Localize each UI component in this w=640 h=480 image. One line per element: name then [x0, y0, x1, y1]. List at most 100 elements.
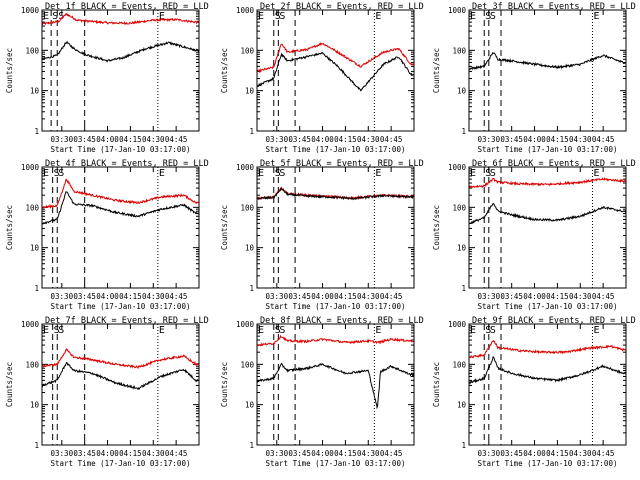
- y-tick-label: 1000: [21, 320, 40, 329]
- events-series-line: [256, 362, 415, 410]
- y-tick-label: 10: [30, 87, 40, 96]
- panel-det-1: Det 1f BLACK = Events, RED = LLD 1 10 100 10…: [5, 2, 209, 154]
- x-tick-label: 03:30: [51, 135, 74, 144]
- y-tick-label: 100: [240, 360, 254, 369]
- x-tick-label: 04:45: [165, 449, 188, 458]
- y-tick-label: 1000: [21, 163, 40, 172]
- plot-frame: [41, 166, 200, 289]
- x-tick-label: 03:30: [266, 135, 289, 144]
- x-tick-label: 03:45: [73, 292, 96, 301]
- x-tick-label: 04:00: [311, 135, 334, 144]
- y-axis-label: Counts/sec: [432, 362, 441, 407]
- y-tick-label: 1: [461, 127, 466, 136]
- y-tick-label: 1: [34, 127, 39, 136]
- x-tick-label: 04:30: [142, 292, 165, 301]
- y-tick-label: 1000: [448, 320, 467, 329]
- x-tick-label: 04:15: [546, 449, 569, 458]
- x-tick-label: 04:00: [96, 292, 119, 301]
- marker-label: E: [593, 11, 599, 22]
- y-tick-label: 1: [461, 284, 466, 293]
- x-tick-label: 04:15: [334, 449, 357, 458]
- x-tick-label: 04:45: [380, 292, 403, 301]
- y-axis-label: Counts/sec: [220, 48, 229, 93]
- marker-label: S: [58, 11, 64, 22]
- y-tick-label: 1: [249, 127, 254, 136]
- x-axis-label: Start Time (17-Jan-10 03:17:00): [478, 459, 618, 468]
- y-tick-label: 10: [30, 401, 40, 410]
- x-tick-label: 03:30: [51, 292, 74, 301]
- x-tick-label: 04:30: [569, 449, 592, 458]
- plot-frame: [256, 166, 415, 289]
- marker-label: S: [485, 168, 491, 179]
- marker-label: E: [43, 168, 49, 179]
- x-axis-label: Start Time (17-Jan-10 03:17:00): [478, 145, 618, 154]
- lld-series-line: [41, 178, 199, 210]
- marker-label: E: [593, 325, 599, 336]
- marker-label: S: [54, 325, 60, 336]
- events-series-line: [41, 361, 200, 391]
- y-axis-label: Counts/sec: [5, 205, 14, 250]
- y-tick-label: 1000: [236, 163, 255, 172]
- marker-label: S: [279, 325, 285, 336]
- x-axis-label: Start Time (17-Jan-10 03:17:00): [51, 302, 191, 311]
- x-tick-label: 03:30: [266, 449, 289, 458]
- marker-label: E: [258, 168, 264, 179]
- marker-label: E: [258, 325, 264, 336]
- x-tick-label: 04:00: [311, 449, 334, 458]
- panel-title: Det 4f BLACK = Events, RED = LLD: [45, 159, 209, 169]
- marker-label: S: [52, 11, 58, 22]
- x-tick-label: 04:00: [523, 449, 546, 458]
- marker-label: S: [279, 11, 285, 22]
- panel-title: Det 1f BLACK = Events, RED = LLD: [45, 2, 209, 12]
- y-tick-label: 10: [245, 244, 255, 253]
- panel-title: Det 2f BLACK = Events, RED = LLD: [260, 2, 424, 12]
- panel-title: Det 7f BLACK = Events, RED = LLD: [45, 316, 209, 326]
- x-tick-label: 03:45: [288, 292, 311, 301]
- x-tick-label: 03:45: [500, 135, 523, 144]
- events-series-line: [468, 202, 627, 225]
- y-tick-label: 1: [34, 284, 39, 293]
- x-axis-label: Start Time (17-Jan-10 03:17:00): [266, 302, 406, 311]
- y-tick-label: 100: [240, 203, 254, 212]
- marker-label: S: [485, 11, 491, 22]
- plot-frame: [468, 9, 627, 132]
- marker-label: E: [258, 11, 264, 22]
- lld-series-line: [41, 13, 200, 26]
- plot-frame: [468, 323, 627, 446]
- panel-det-7: Det 7f BLACK = Events, RED = LLD 1 10 100 10…: [5, 316, 209, 468]
- x-tick-label: 04:45: [380, 135, 403, 144]
- y-tick-label: 1000: [236, 6, 255, 15]
- y-tick-label: 10: [457, 244, 467, 253]
- y-tick-label: 10: [457, 87, 467, 96]
- x-tick-label: 03:45: [73, 135, 96, 144]
- marker-label: E: [593, 168, 599, 179]
- y-tick-label: 10: [245, 87, 255, 96]
- events-series-line: [256, 51, 414, 92]
- events-series-line: [256, 187, 415, 201]
- lld-series-line: [41, 348, 200, 370]
- x-tick-label: 03:30: [478, 449, 501, 458]
- x-tick-label: 03:30: [266, 292, 289, 301]
- x-tick-label: 04:30: [142, 449, 165, 458]
- panel-det-8: Det 8f BLACK = Events, RED = LLD 1 10 100 10…: [220, 316, 424, 468]
- plot-frame: [41, 9, 200, 132]
- panel-title: Det 8f BLACK = Events, RED = LLD: [260, 316, 424, 326]
- x-tick-label: 04:30: [569, 292, 592, 301]
- plot-frame: [256, 9, 415, 132]
- marker-label: S: [485, 325, 491, 336]
- lld-series-line: [468, 176, 627, 189]
- marker-label: E: [159, 168, 165, 179]
- marker-label: S: [275, 11, 281, 22]
- x-tick-label: 03:45: [500, 449, 523, 458]
- x-tick-label: 04:00: [523, 292, 546, 301]
- events-series-line: [41, 40, 200, 63]
- events-series-line: [41, 191, 200, 225]
- x-tick-label: 04:15: [334, 135, 357, 144]
- lld-series-line: [468, 340, 626, 359]
- plot-frame: [41, 323, 200, 446]
- x-tick-label: 04:15: [546, 135, 569, 144]
- marker-label: S: [54, 168, 60, 179]
- lld-series-line: [256, 334, 414, 347]
- marker-label: E: [43, 325, 49, 336]
